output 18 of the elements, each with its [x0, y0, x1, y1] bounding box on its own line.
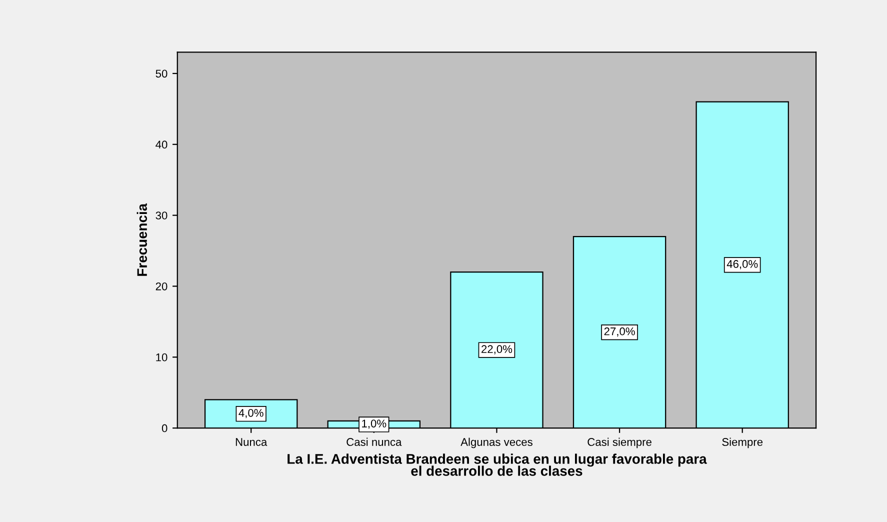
data-label: 46,0%: [726, 260, 758, 270]
y-tick-label: 0: [162, 424, 168, 432]
x-tick-label: Casi siempre: [588, 438, 652, 448]
x-axis-title: La I.E. Adventista Brandeen se ubica en un lugar favorable para el desarrollo de las clases: [288, 454, 707, 476]
data-label: 4,0%: [238, 408, 264, 418]
y-tick-label: 50: [156, 70, 168, 78]
y-tick-label: 30: [156, 212, 168, 220]
data-label: 1,0%: [362, 420, 386, 429]
x-tick-label: Casi nunca: [346, 438, 402, 446]
y-tick-label: 10: [156, 353, 168, 362]
x-tick-label: Nunca: [236, 438, 268, 446]
data-label: 22,0%: [482, 345, 512, 354]
y-axis-title: Frecuencia: [136, 203, 148, 276]
y-tick-label: 40: [156, 140, 168, 149]
y-tick-label: 20: [156, 282, 168, 290]
data-label: 27,0%: [604, 327, 635, 337]
x-tick-label: Algunas veces: [460, 438, 532, 448]
x-tick-label: Siempre: [722, 438, 763, 448]
